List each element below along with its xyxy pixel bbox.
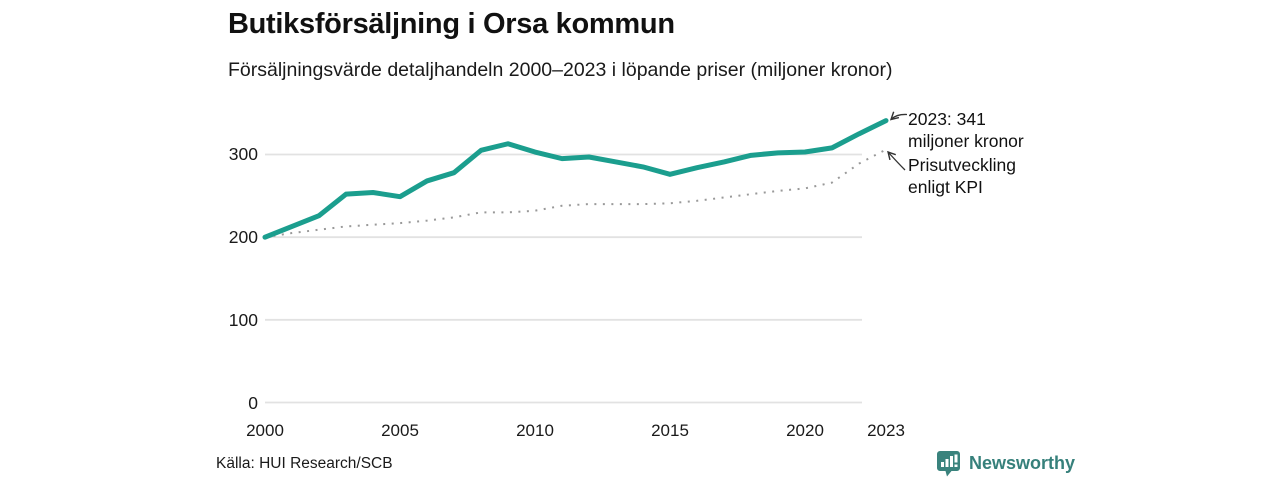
x-tick-2000: 2000 bbox=[246, 421, 284, 440]
source-credit: Källa: HUI Research/SCB bbox=[216, 455, 393, 472]
kpi-price-line bbox=[264, 148, 887, 239]
annotation-arrow-kpi bbox=[889, 153, 906, 171]
newsworthy-wordmark: Newsworthy bbox=[969, 453, 1076, 473]
annotation-sales-2023: 2023: 341 miljoner kronor bbox=[908, 108, 1024, 152]
y-tick-100: 100 bbox=[228, 309, 258, 330]
x-tick-2005: 2005 bbox=[381, 421, 419, 440]
y-tick-300: 300 bbox=[228, 144, 258, 165]
annotation-sales-line2: miljoner kronor bbox=[908, 131, 1024, 151]
x-tick-2015: 2015 bbox=[651, 421, 689, 440]
sales-value-line bbox=[262, 118, 889, 240]
annotation-kpi-line1: Prisutveckling bbox=[908, 155, 1016, 175]
x-tick-2010: 2010 bbox=[516, 421, 554, 440]
annotation-arrow-sales bbox=[892, 114, 908, 119]
annotation-kpi: Prisutveckling enligt KPI bbox=[908, 154, 1016, 198]
annotation-sales-line1: 2023: 341 bbox=[908, 109, 986, 129]
y-tick-0: 0 bbox=[248, 392, 258, 413]
x-tick-2020: 2020 bbox=[786, 421, 824, 440]
chart-title: Butiksförsäljning i Orsa kommun bbox=[228, 8, 675, 40]
chart-subtitle: Försäljningsvärde detaljhandeln 2000–202… bbox=[228, 59, 893, 81]
newsworthy-logo: Newsworthy bbox=[936, 450, 1075, 477]
newsworthy-bubble-chart-icon bbox=[937, 451, 960, 477]
annotation-kpi-line2: enligt KPI bbox=[908, 177, 983, 197]
y-tick-200: 200 bbox=[228, 227, 258, 248]
x-tick-2023: 2023 bbox=[867, 421, 905, 440]
